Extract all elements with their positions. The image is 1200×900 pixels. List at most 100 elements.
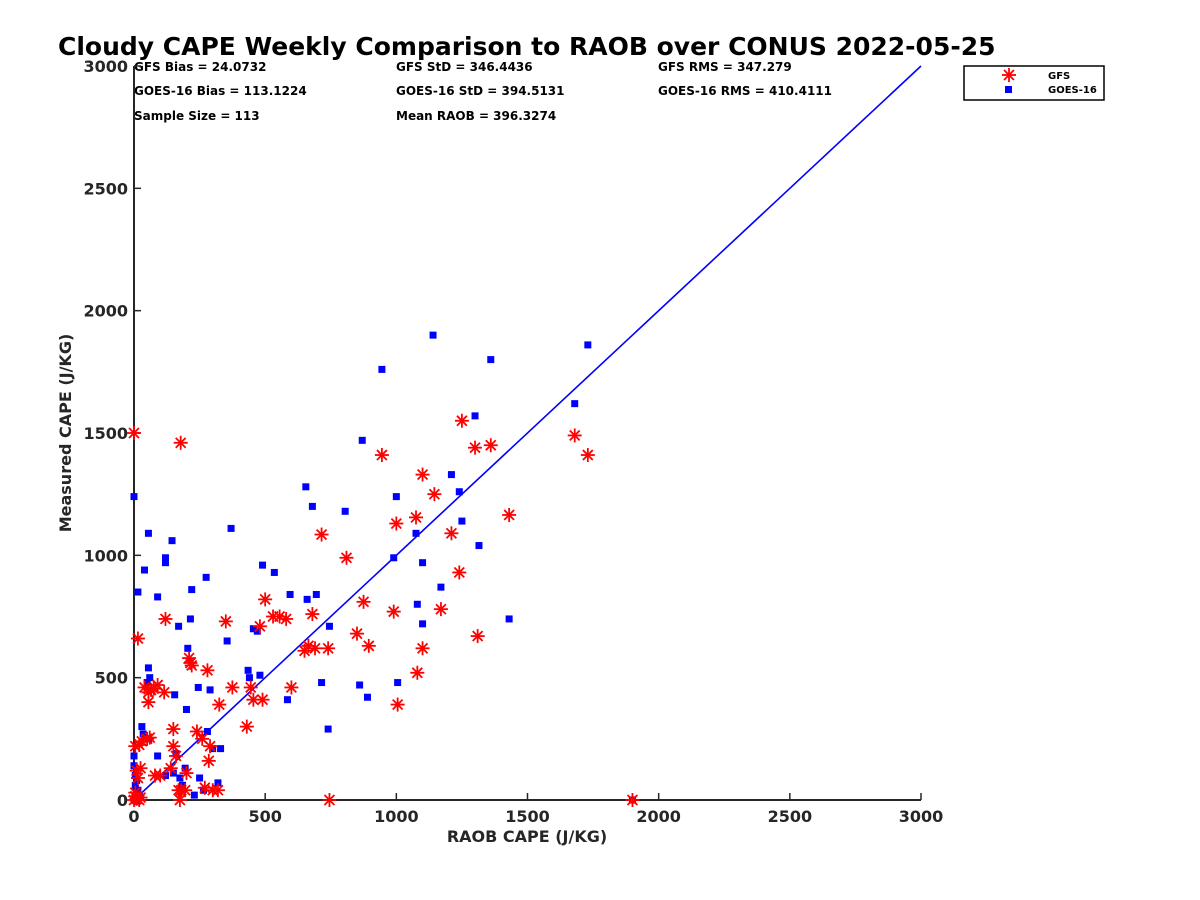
stat-goes-std: GOES-16 StD = 394.5131	[396, 84, 565, 98]
goes16-point	[505, 615, 513, 623]
gfs-point	[184, 658, 199, 673]
stat-gfs-rms: GFS RMS = 347.279	[658, 60, 792, 74]
goes16-point	[394, 679, 402, 687]
goes16-point	[161, 554, 169, 562]
goes16-point	[412, 529, 420, 537]
goes16-point	[447, 471, 455, 479]
gfs-point	[157, 685, 172, 700]
gfs-point	[374, 448, 389, 463]
goes16-point	[584, 341, 592, 349]
goes16-point	[390, 554, 398, 562]
goes16-point	[130, 762, 138, 770]
goes16-point	[206, 686, 214, 694]
goes16-point	[169, 769, 177, 777]
gfs-point	[239, 719, 254, 734]
goes16-point	[471, 412, 479, 420]
gfs-point	[386, 604, 401, 619]
goes16-point	[138, 723, 146, 731]
gfs-point	[305, 607, 320, 622]
gfs-point	[166, 722, 181, 737]
x-tick-label: 0	[128, 807, 139, 826]
gfs-point	[200, 663, 215, 678]
goes16-point	[392, 493, 400, 501]
goes16-point	[194, 683, 202, 691]
gfs-point	[444, 526, 459, 541]
y-tick-label: 0	[117, 791, 128, 810]
goes16-point	[419, 559, 427, 567]
gfs-point	[390, 697, 405, 712]
goes16-point	[571, 400, 579, 408]
goes16-point	[134, 588, 142, 596]
goes16-point	[223, 637, 231, 645]
goes16-point	[413, 600, 421, 608]
goes16-point	[131, 781, 139, 789]
gfs-point	[127, 426, 141, 440]
goes16-point	[143, 679, 151, 687]
goes16-point	[286, 590, 294, 598]
x-tick-label: 2500	[768, 807, 813, 826]
goes16-point	[188, 586, 196, 594]
goes16-point	[214, 779, 222, 787]
legend: GFS GOES-16	[963, 65, 1105, 101]
goes16-point	[190, 791, 198, 799]
gfs-point	[427, 487, 442, 502]
gfs-point	[454, 413, 469, 428]
gfs-point	[166, 739, 181, 754]
goes16-point	[217, 745, 225, 753]
goes16-point	[259, 561, 267, 569]
goes16-point	[184, 644, 192, 652]
gfs-point	[142, 730, 157, 745]
goes16-point	[363, 693, 371, 701]
goes16-point	[144, 529, 152, 537]
gfs-point	[158, 611, 173, 626]
legend-gfs-star	[1002, 68, 1016, 82]
goes16-point	[318, 679, 326, 687]
goes16-point	[154, 593, 162, 601]
fit-line-group	[133, 65, 922, 801]
gfs-point	[279, 611, 294, 626]
x-tick-label: 3000	[899, 807, 944, 826]
gfs-point	[212, 697, 227, 712]
gfs-point	[567, 428, 582, 443]
goes16-point	[203, 727, 211, 735]
goes16-point	[303, 595, 311, 603]
x-tick-label: 2000	[636, 807, 681, 826]
goes16-point	[358, 436, 366, 444]
gfs-point	[389, 516, 404, 531]
gfs-point	[470, 629, 485, 644]
stat-gfs-std: GFS StD = 346.4436	[396, 60, 533, 74]
gfs-point	[218, 614, 233, 629]
goes16-point	[227, 524, 235, 532]
gfs-point	[410, 665, 425, 680]
goes16-point	[249, 625, 257, 633]
goes16-point	[244, 666, 252, 674]
gfs-point	[415, 641, 430, 656]
goes16-point	[302, 483, 310, 491]
goes16-point	[324, 725, 332, 733]
gfs-point	[349, 626, 364, 641]
gfs-point	[178, 783, 193, 798]
gfs-point	[128, 785, 143, 800]
gfs-point	[284, 680, 299, 695]
goes16-point	[154, 752, 162, 760]
goes16-point	[487, 356, 495, 364]
goes16-point	[312, 590, 320, 598]
goes16-point	[419, 620, 427, 628]
legend-goes-label: GOES-16	[1048, 85, 1097, 96]
gfs-point	[452, 565, 467, 580]
gfs-point	[173, 435, 188, 450]
goes16-point	[144, 664, 152, 672]
stat-sample-size: Sample Size = 113	[134, 109, 260, 123]
goes16-point	[161, 559, 169, 567]
stat-mean-raob: Mean RAOB = 396.3274	[396, 109, 556, 123]
gfs-point	[163, 761, 178, 776]
goes16-point	[146, 674, 154, 682]
goes16-point	[270, 568, 278, 576]
goes16-point	[175, 622, 183, 630]
y-tick-label: 500	[95, 669, 128, 688]
gfs-point	[189, 724, 204, 739]
gfs-point	[625, 793, 640, 807]
gfs-point	[433, 602, 448, 617]
y-tick-label: 1500	[83, 424, 128, 443]
